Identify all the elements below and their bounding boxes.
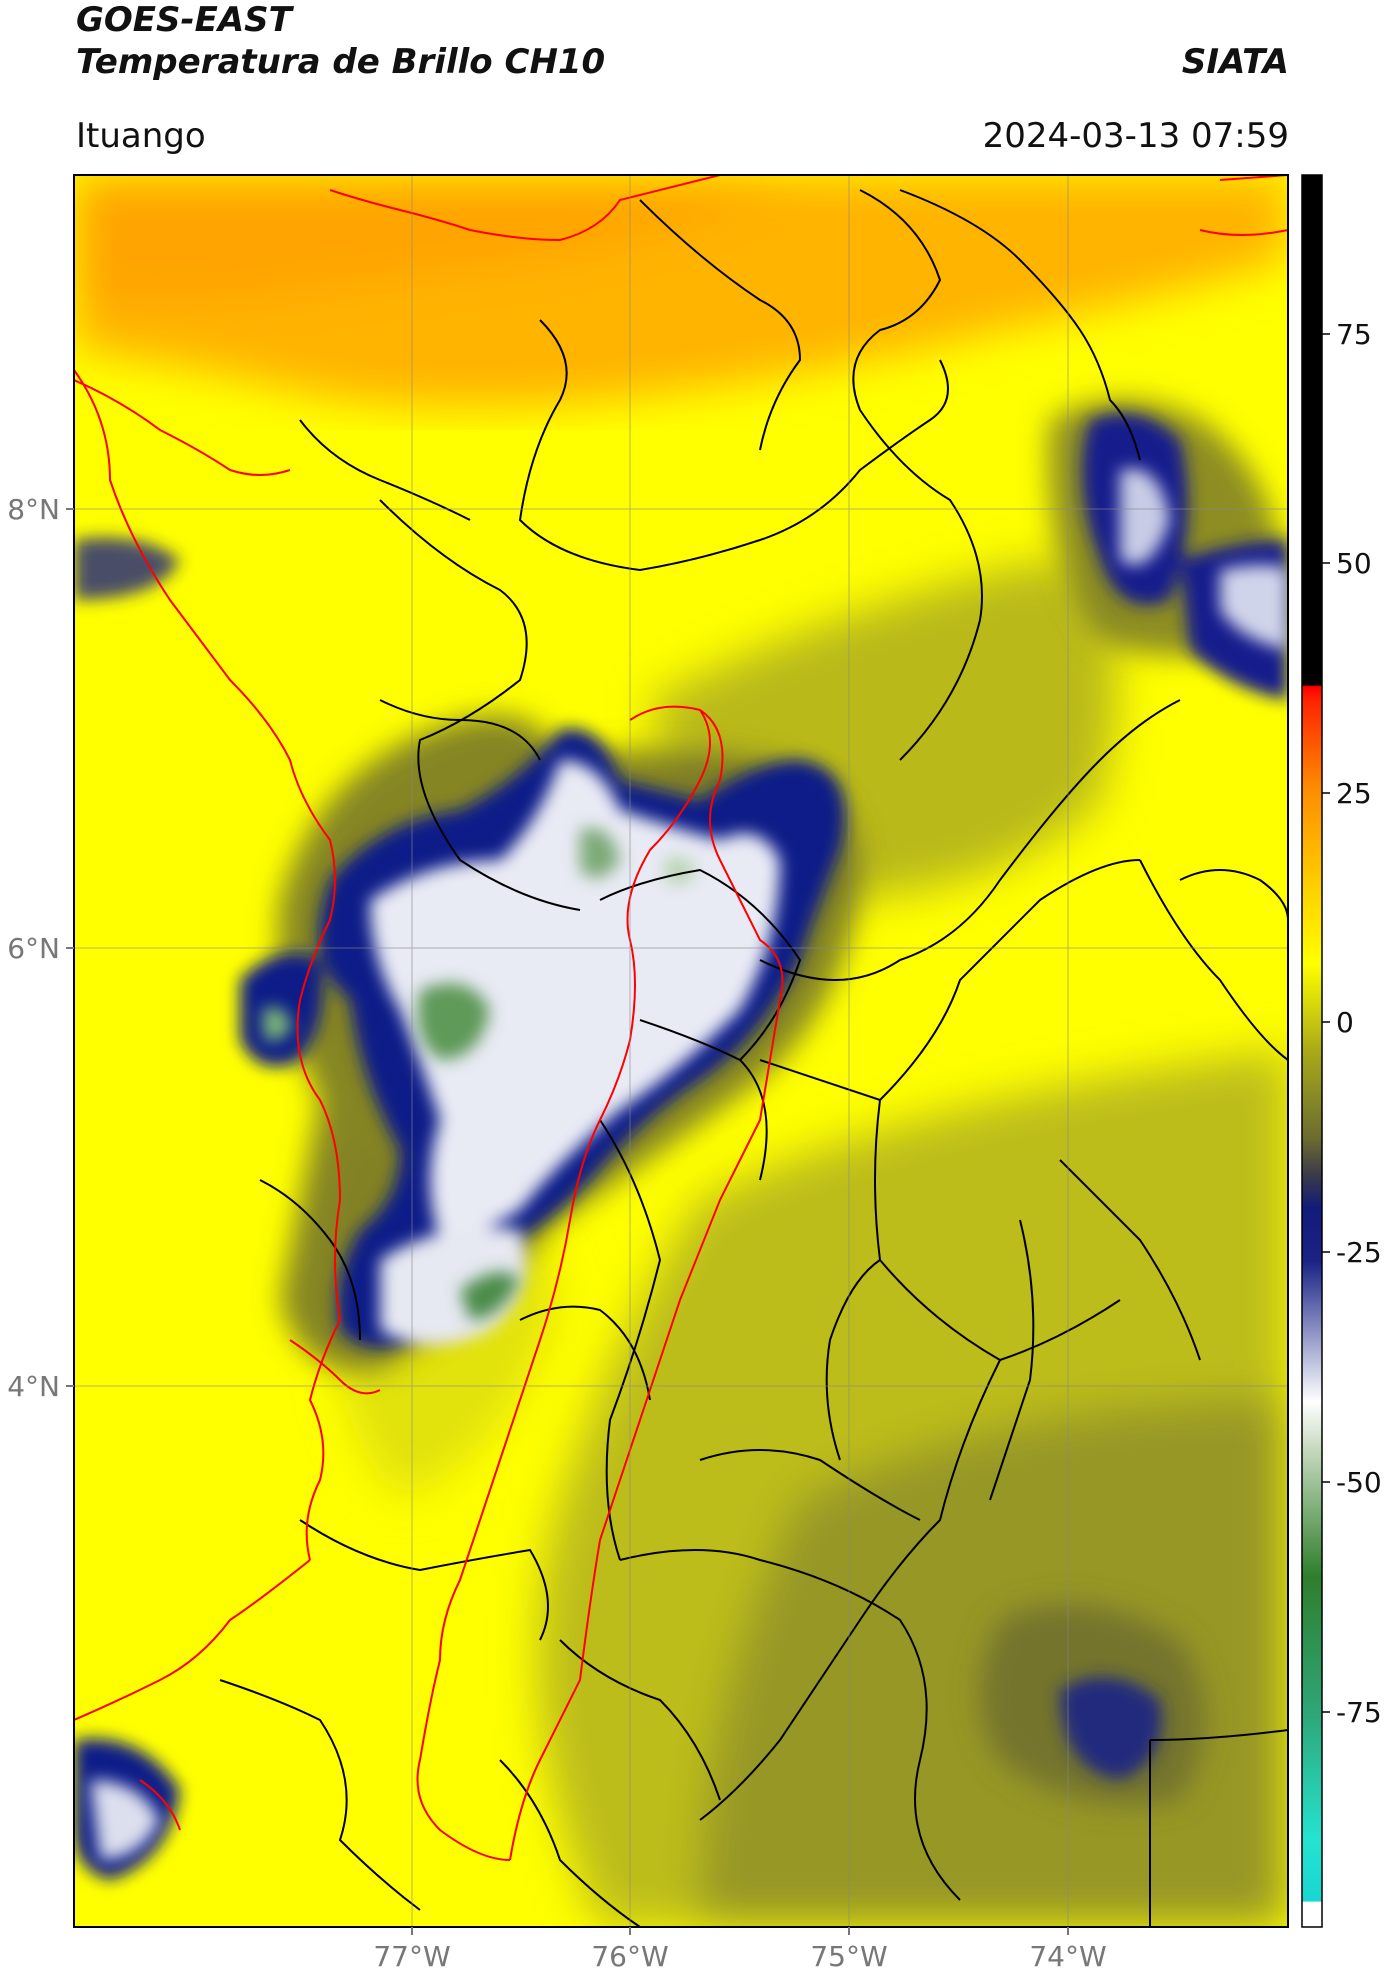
lon-label-74w: 74°W — [1029, 1940, 1106, 1973]
warm-region — [74, 175, 1288, 407]
lon-label-75w: 75°W — [810, 1940, 887, 1973]
municipal-borders — [219, 189, 1288, 1927]
colorbar-label-75: 75 — [1336, 318, 1372, 351]
colorbar-label-50: 50 — [1336, 547, 1372, 580]
lat-label-4n: 4°N — [7, 1370, 60, 1403]
region-label: Ituango — [76, 116, 206, 156]
lat-label-8n: 8°N — [7, 493, 60, 526]
lat-label-6n: 6°N — [7, 932, 60, 965]
lon-label-76w: 76°W — [591, 1940, 668, 1973]
colorbar-label-minus50: -50 — [1336, 1466, 1382, 1499]
coldest-cloud-top — [262, 828, 695, 1320]
colorbar-gradient — [1301, 174, 1323, 1928]
product-title: Temperatura de Brillo CH10 — [76, 42, 606, 82]
colorbar-label-25: 25 — [1336, 777, 1372, 810]
department-borders — [74, 175, 1288, 1861]
colorbar-label-0: 0 — [1336, 1006, 1354, 1039]
organization-label: SIATA — [1181, 42, 1289, 82]
lon-label-77w: 77°W — [373, 1940, 450, 1973]
map-frame — [73, 174, 1289, 1928]
gridlines — [74, 175, 1288, 1927]
colorbar-label-minus25: -25 — [1336, 1236, 1382, 1269]
map-area — [74, 175, 1288, 1927]
colorbar: 75 50 25 0 -25 -50 -75 — [1301, 174, 1382, 1928]
lat-axis: 8°N 6°N 4°N — [7, 493, 74, 1403]
lon-axis: 77°W 76°W 75°W 74°W — [373, 1927, 1107, 1973]
datetime-label: 2024-03-13 07:59 — [982, 116, 1289, 156]
colorbar-label-minus75: -75 — [1336, 1696, 1382, 1729]
satellite-title: GOES-EAST — [76, 0, 292, 40]
